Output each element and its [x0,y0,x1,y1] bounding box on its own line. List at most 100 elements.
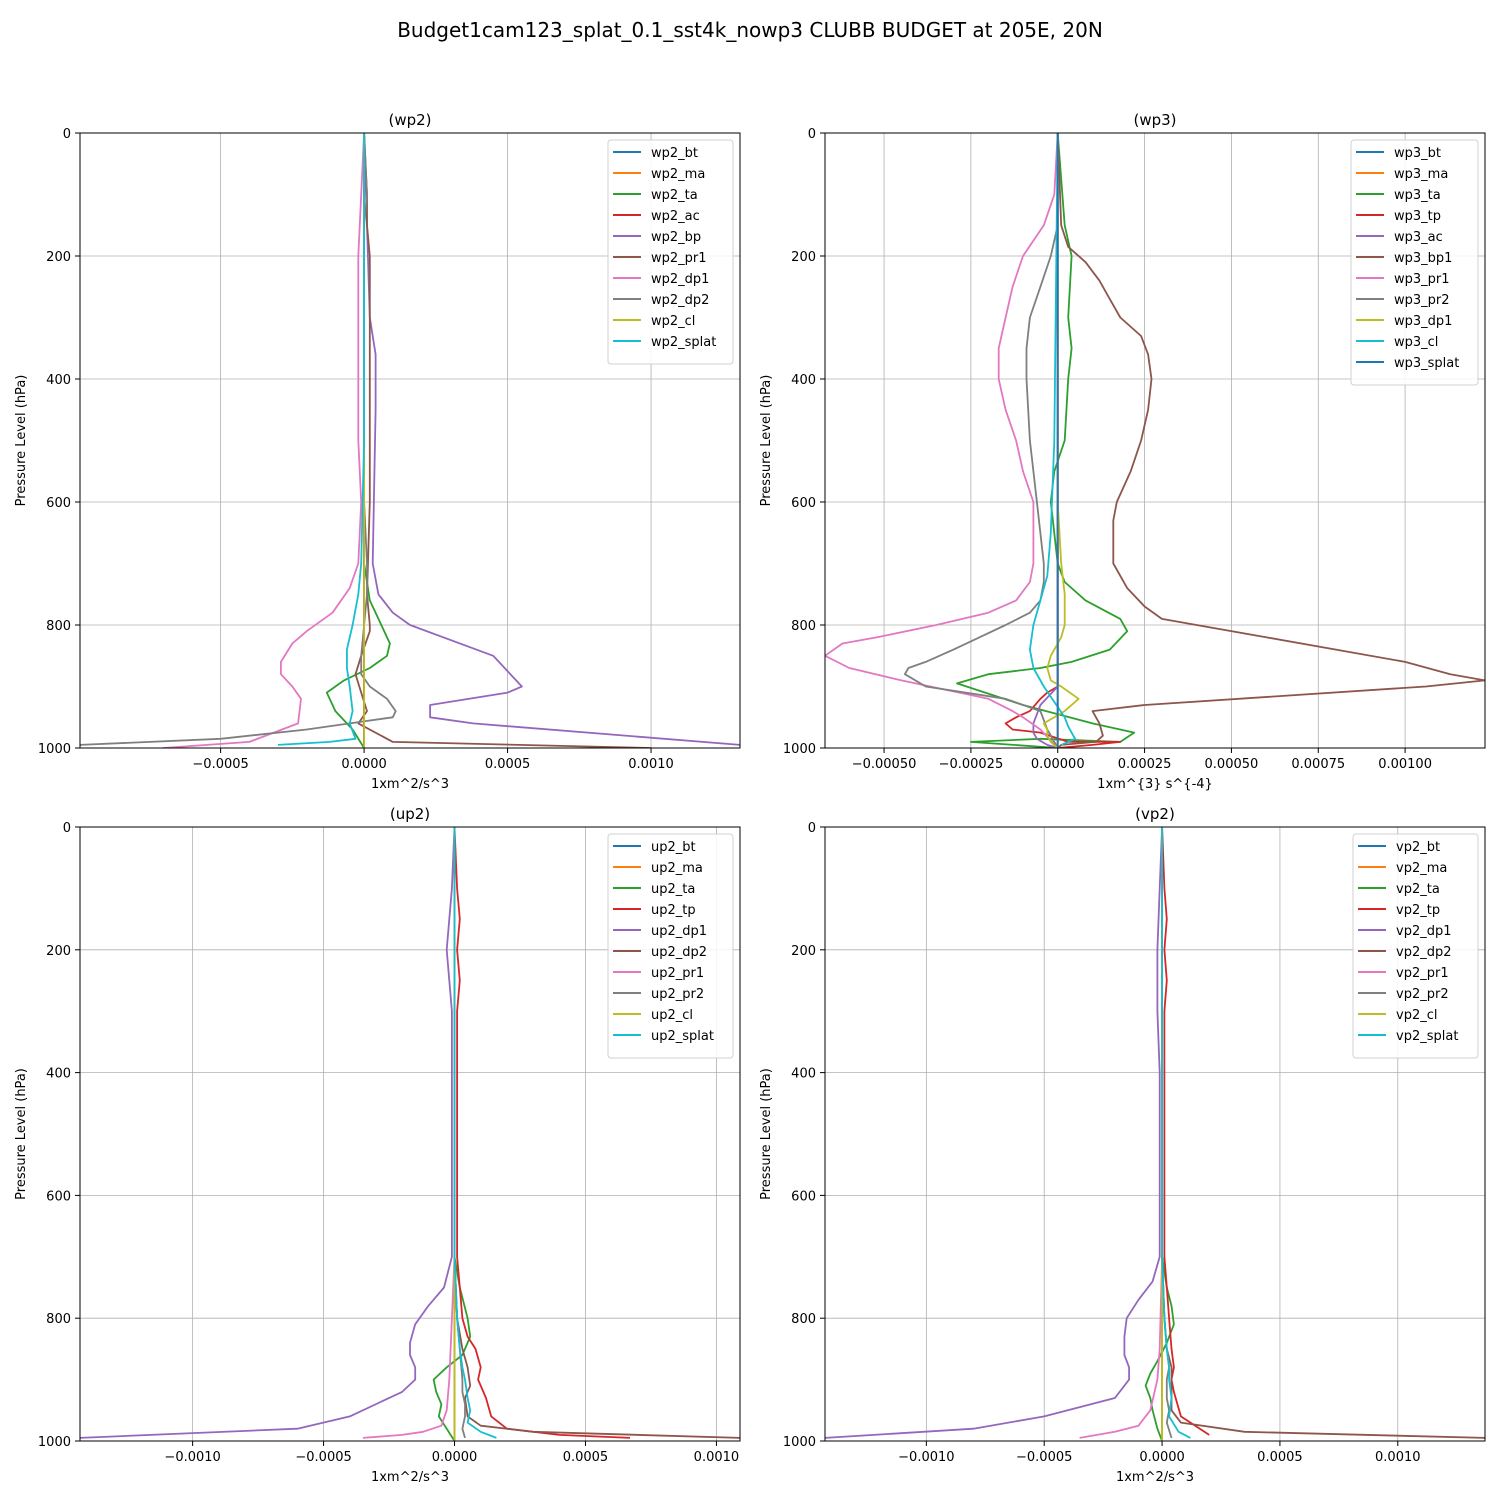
y-tick-label: 800 [46,619,71,634]
y-tick-label: 600 [791,496,816,511]
legend-label: up2_cl [651,1008,693,1023]
y-tick-label: 600 [46,496,71,511]
panel-title: (wp2) [388,111,431,129]
series-line-wp2_dp1 [163,133,365,748]
legend-label: wp3_splat [1394,356,1459,371]
legend-box [607,139,734,365]
x-tick-label: −0.0005 [295,1450,351,1465]
y-tick-label: 1000 [783,742,816,757]
series-line-wp2_dp2 [80,133,397,746]
legend-label: vp2_pr2 [1396,987,1449,1002]
legend-label: wp2_dp1 [651,272,709,287]
series-line-wp3_dp1 [1042,133,1080,748]
legend-label: wp3_dp1 [1394,314,1452,329]
series-line-wp2_splat [277,133,366,746]
y-tick-label: 200 [46,944,71,959]
y-tick-label: 800 [791,619,816,634]
legend-label: up2_pr1 [651,966,704,981]
series-line-vp2_splat [1161,827,1191,1439]
y-tick-label: 800 [46,1312,71,1327]
legend-label: wp2_bp [651,230,701,245]
legend-label: wp2_cl [651,314,695,329]
legend-label: wp3_bp1 [1394,251,1452,266]
legend-label: up2_ta [651,882,695,897]
y-tick-label: 200 [791,944,816,959]
x-tick-label: 0.0000 [341,757,387,772]
y-axis-label: Pressure Level (hPa) [759,1068,774,1200]
legend-label: up2_bt [651,840,696,855]
panel-3: −0.0010 −0.0005 0.0000 0.0005 0.0010 0 200 400 6… [759,805,1486,1485]
panel-title: (vp2) [1135,805,1175,823]
legend-label: vp2_pr1 [1396,966,1449,981]
legend-label: wp2_ta [651,188,698,203]
panel-2: −0.0010 −0.0005 0.0000 0.0005 0.0010 0 200 400 6… [14,805,741,1485]
legend: wp2_bt wp2_ma wp2_ta wp2_ac wp2_bp wp2_pr1 wp2… [607,139,734,365]
y-tick-label: 0 [63,821,71,836]
panel-title: (up2) [390,805,430,823]
legend-label: wp2_splat [651,335,716,350]
legend-label: wp2_ac [651,209,700,224]
legend-box [1350,139,1479,386]
axes-frame [824,826,1486,1442]
y-axis-label: Pressure Level (hPa) [14,1068,29,1200]
legend: wp3_bt wp3_ma wp3_ta wp3_tp wp3_ac wp3_bp1 wp3… [1350,139,1479,386]
legend-label: wp3_ta [1394,188,1441,203]
x-tick-label: 0.0005 [485,757,531,772]
y-tick-label: 400 [46,1067,71,1082]
figure-title: Budget1cam123_splat_0.1_sst4k_nowp3 CLUB… [397,18,1103,42]
y-tick-label: 0 [808,821,816,836]
legend-label: up2_dp2 [651,945,707,960]
axes-frame [824,132,1486,749]
y-tick-label: 200 [46,250,71,265]
legend-label: vp2_dp2 [1396,945,1452,960]
x-tick-label: 0.0000 [1139,1450,1185,1465]
y-tick-label: 1000 [38,1435,71,1450]
series-group [825,133,1485,748]
legend-box [1352,833,1479,1059]
legend-label: up2_pr2 [651,987,704,1002]
x-tick-label: −0.00025 [939,757,1004,772]
legend-label: wp3_ma [1394,167,1448,182]
x-tick-label: 0.0005 [563,1450,609,1465]
series-line-wp3_bp1 [1056,133,1485,748]
series-line-wp3_cl [1029,133,1076,746]
x-tick-label: 0.0010 [694,1450,740,1465]
y-tick-label: 1000 [38,742,71,757]
legend-label: vp2_splat [1396,1029,1458,1044]
legend-label: wp3_tp [1394,209,1441,224]
x-axis-label: 1xm^{3} s^{-4} [1097,777,1213,792]
legend-label: up2_dp1 [651,924,707,939]
x-tick-label: 0.00075 [1291,757,1345,772]
series-line-wp3_ta [956,133,1136,748]
series-line-vp2_dp1 [825,827,1163,1439]
legend-box [607,833,734,1059]
x-axis-label: 1xm^2/s^3 [371,777,449,792]
legend-label: wp3_bt [1394,146,1441,161]
x-tick-label: −0.0005 [192,757,248,772]
x-tick-label: −0.0010 [164,1450,220,1465]
series-line-up2_pr1 [362,827,456,1439]
y-tick-label: 0 [808,127,816,142]
y-tick-label: 400 [791,373,816,388]
series-line-up2_splat [453,827,497,1439]
series-group [825,827,1485,1441]
panel-0: −0.0005 0.0000 0.0005 0.0010 0 200 400 600 800 10… [14,111,741,792]
legend-label: up2_ma [651,861,703,876]
y-tick-label: 600 [46,1189,71,1204]
legend-label: vp2_cl [1396,1008,1437,1023]
legend-label: up2_tp [651,903,696,918]
series-group [80,133,740,748]
panel-1: −0.00050 −0.00025 0.00000 0.00025 0.00050 0.0… [759,111,1486,792]
legend-label: wp3_cl [1394,335,1438,350]
series-line-wp3_pr2 [904,133,1059,748]
x-tick-label: 0.0005 [1257,1450,1303,1465]
y-tick-label: 400 [46,373,71,388]
series-line-wp3_tp [1004,133,1122,748]
legend: vp2_bt vp2_ma vp2_ta vp2_tp vp2_dp1 vp2_dp2vp… [1352,833,1479,1059]
x-tick-label: −0.0010 [898,1450,954,1465]
legend-label: vp2_ma [1396,861,1447,876]
series-group [80,827,740,1441]
legend-label: vp2_bt [1396,840,1440,855]
x-tick-label: 0.0000 [432,1450,478,1465]
